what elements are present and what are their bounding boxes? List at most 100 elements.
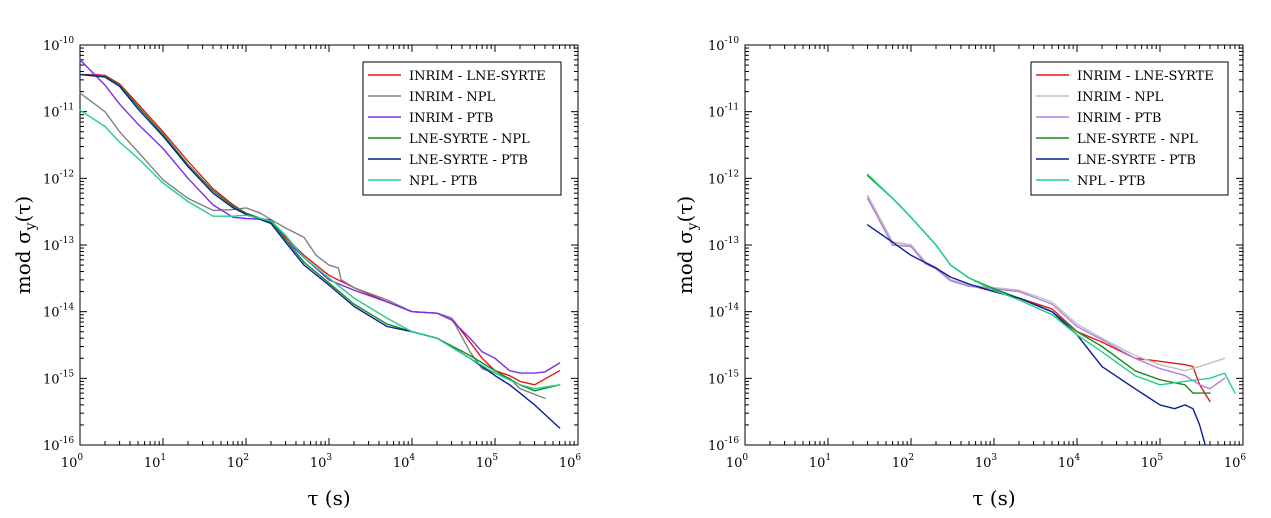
y-tick-base: 10: [43, 106, 60, 121]
chart-panel-1: 100 101 102 103 104 105 10610-1010-1110-1210-1…: [11, 36, 581, 510]
series-line-5: [866, 224, 1206, 446]
x-tick-exponent: 3: [991, 453, 997, 463]
y-tick-exponent: -16: [725, 436, 740, 446]
y-tick-exponent: -10: [60, 36, 75, 46]
y-tick-exponent: -12: [60, 169, 75, 179]
x-tick-exponent: 2: [908, 453, 914, 463]
x-tick-exponent: 5: [1157, 453, 1163, 463]
x-tick-label: 105: [1141, 453, 1164, 471]
x-tick-label: 101: [809, 453, 831, 471]
x-tick-exponent: 5: [492, 453, 498, 463]
y-tick-base: 10: [43, 172, 60, 187]
y-tick-label: 10-15: [43, 369, 74, 387]
x-tick-base: 10: [892, 456, 909, 471]
series-lines: [866, 173, 1236, 446]
y-tick-base: 10: [43, 372, 60, 387]
legend-label: NPL - PTB: [1077, 174, 1145, 189]
legend-label: INRIM - NPL: [409, 90, 496, 105]
x-axis-title: τ (s): [972, 486, 1015, 510]
x-tick-exponent: 6: [575, 453, 581, 463]
series-line-2: [79, 92, 546, 400]
y-tick-label: 10-16: [708, 436, 739, 454]
y-axis-title-subscript: y: [23, 222, 39, 231]
legend-label: NPL - PTB: [409, 174, 477, 189]
y-tick-exponent: -15: [725, 369, 740, 379]
x-axis-title: τ (s): [307, 486, 350, 510]
x-tick-label: 106: [559, 453, 582, 471]
x-tick-exponent: 0: [742, 453, 748, 463]
y-axis-title: mod σy(τ): [673, 196, 701, 294]
y-tick-label: 10-13: [43, 236, 74, 254]
x-tick-base: 10: [61, 456, 78, 471]
y-axis-title: mod σy(τ): [11, 196, 39, 294]
legend-label: INRIM - LNE-SYRTE: [409, 69, 546, 84]
y-tick-label: 10-13: [708, 236, 739, 254]
y-tick-label: 10-12: [43, 169, 74, 187]
x-tick-exponent: 3: [326, 453, 332, 463]
x-tick-label: 103: [310, 453, 333, 471]
series-line-6: [79, 109, 561, 390]
x-tick-exponent: 2: [243, 453, 249, 463]
legend: INRIM - LNE-SYRTE INRIM - NPL INRIM - PTB L…: [362, 61, 562, 196]
legend-label: INRIM - PTB: [409, 111, 493, 126]
y-tick-base: 10: [708, 372, 725, 387]
legend-box: [362, 61, 562, 196]
y-tick-exponent: -15: [60, 369, 75, 379]
x-tick-label: 101: [144, 453, 166, 471]
y-tick-base: 10: [708, 39, 725, 54]
x-tick-label: 106: [1224, 453, 1247, 471]
y-tick-base: 10: [708, 106, 725, 121]
x-tick-base: 10: [393, 456, 410, 471]
series-line-2: [866, 194, 1226, 372]
y-tick-base: 10: [43, 239, 60, 254]
y-tick-label: 10-14: [43, 303, 74, 321]
y-tick-exponent: -16: [60, 436, 75, 446]
y-tick-label: 10-14: [708, 303, 739, 321]
y-tick-base: 10: [43, 39, 60, 54]
x-tick-base: 10: [809, 456, 826, 471]
y-tick-label: 10-15: [708, 369, 739, 387]
y-axis-title-main: mod σ: [673, 230, 697, 294]
x-tick-base: 10: [310, 456, 327, 471]
y-tick-exponent: -10: [725, 36, 740, 46]
x-tick-base: 10: [726, 456, 743, 471]
y-tick-exponent: -11: [725, 103, 740, 113]
x-tick-base: 10: [144, 456, 161, 471]
legend-label: LNE-SYRTE - PTB: [1077, 153, 1196, 168]
chart-panel-2: 100 101 102 103 104 105 10610-1010-1110-1210-1…: [673, 36, 1246, 510]
y-tick-exponent: -13: [60, 236, 75, 246]
x-axis-ticks: [744, 45, 1244, 445]
x-tick-exponent: 4: [409, 453, 415, 463]
y-tick-label: 10-10: [43, 36, 74, 54]
x-tick-base: 10: [227, 456, 244, 471]
legend-label: INRIM - LNE-SYRTE: [1077, 69, 1214, 84]
y-tick-exponent: -14: [725, 303, 740, 313]
x-tick-label: 105: [476, 453, 499, 471]
y-tick-base: 10: [708, 239, 725, 254]
x-tick-base: 10: [975, 456, 992, 471]
y-tick-label: 10-10: [708, 36, 739, 54]
y-tick-label: 10-11: [43, 103, 74, 121]
x-tick-label: 100: [61, 453, 84, 471]
y-tick-exponent: -13: [725, 236, 740, 246]
y-tick-label: 10-12: [708, 169, 739, 187]
x-tick-exponent: 4: [1074, 453, 1080, 463]
legend-label: INRIM - NPL: [1077, 90, 1164, 105]
x-tick-exponent: 6: [1240, 453, 1246, 463]
y-tick-base: 10: [708, 306, 725, 321]
x-tick-base: 10: [476, 456, 493, 471]
y-tick-exponent: -14: [60, 303, 75, 313]
legend-label: LNE-SYRTE - NPL: [409, 132, 530, 147]
y-tick-exponent: -12: [725, 169, 740, 179]
x-tick-base: 10: [559, 456, 576, 471]
legend-label: LNE-SYRTE - NPL: [1077, 132, 1198, 147]
series-line-5: [79, 73, 561, 429]
legend-label: LNE-SYRTE - PTB: [409, 153, 528, 168]
x-tick-label: 103: [975, 453, 998, 471]
y-axis-title-tail: (τ): [11, 196, 35, 223]
x-tick-label: 100: [726, 453, 749, 471]
x-tick-base: 10: [1224, 456, 1241, 471]
x-tick-label: 102: [227, 453, 249, 471]
series-line-4: [79, 73, 561, 392]
x-tick-exponent: 1: [825, 453, 831, 463]
